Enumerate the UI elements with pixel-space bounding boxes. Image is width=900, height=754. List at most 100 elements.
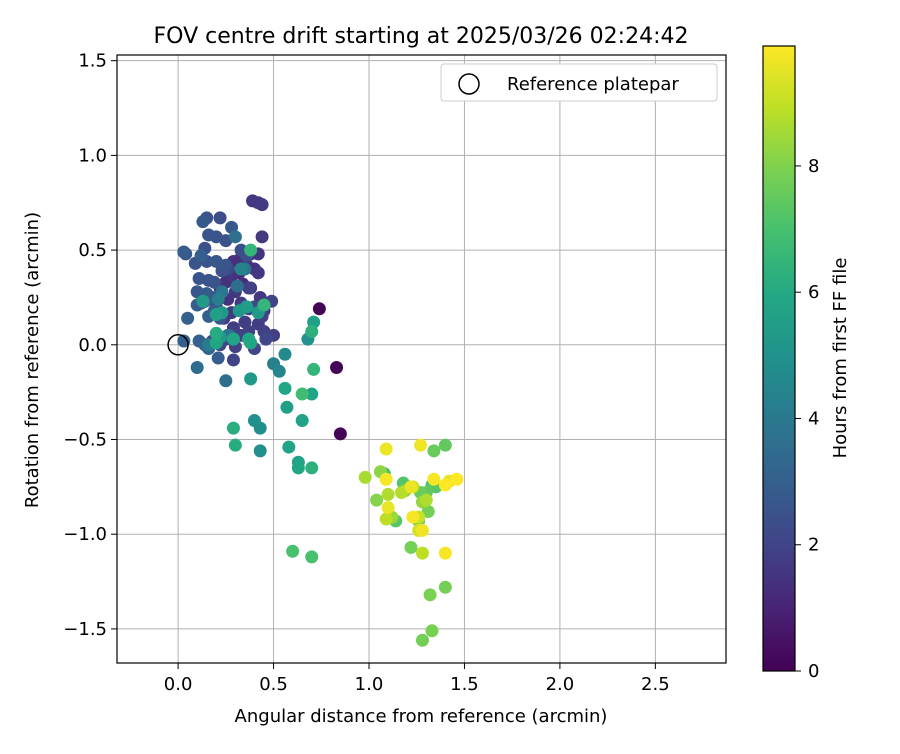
data-point [209, 336, 223, 350]
data-point [438, 478, 452, 492]
data-point [358, 470, 372, 484]
x-tick-label: 1.0 [355, 674, 384, 695]
data-point [286, 544, 300, 558]
data-point [242, 281, 256, 295]
data-point [202, 273, 216, 287]
data-point [370, 493, 384, 507]
colorbar-ticks: 0 2 4 6 8 [795, 156, 819, 682]
data-point [226, 332, 240, 346]
chart-title: FOV centre drift starting at 2025/03/26 … [154, 24, 689, 49]
data-point [406, 510, 420, 524]
data-point [305, 461, 319, 475]
data-point [242, 332, 256, 346]
data-point [423, 588, 437, 602]
data-point [415, 523, 429, 537]
data-point [414, 438, 428, 452]
data-point [251, 266, 265, 280]
data-point [234, 262, 248, 276]
data-point [295, 387, 309, 401]
data-point [425, 624, 439, 638]
colorbar-tick-label: 0 [808, 661, 819, 682]
x-tick-label: 2.5 [641, 674, 670, 695]
data-point [211, 351, 225, 365]
colorbar-tick-label: 8 [808, 156, 819, 177]
data-point [379, 472, 393, 486]
y-tick-label: −1.0 [63, 524, 107, 545]
data-point [209, 326, 223, 340]
data-point [272, 364, 286, 378]
data-point [177, 245, 191, 259]
data-point [228, 438, 242, 452]
data-point [190, 361, 204, 375]
data-point [421, 504, 435, 518]
colorbar-tick-label: 6 [808, 282, 819, 303]
data-point [404, 480, 418, 494]
data-point [312, 302, 326, 316]
data-point [196, 294, 210, 308]
x-tick-label: 0.0 [164, 674, 193, 695]
reference-point-marker [167, 334, 189, 356]
data-point [247, 414, 261, 428]
data-point [255, 230, 269, 244]
data-point [259, 332, 273, 346]
data-point [244, 372, 258, 386]
colorbar-gradient [762, 45, 796, 672]
data-point [415, 633, 429, 647]
y-tick-label: 0.5 [78, 240, 107, 261]
data-point [240, 300, 254, 314]
data-point [419, 493, 433, 507]
data-point [438, 438, 452, 452]
data-point [213, 211, 227, 225]
x-tick-label: 0.5 [259, 674, 288, 695]
legend-marker-icon [458, 73, 480, 95]
data-point [415, 546, 429, 560]
data-point [450, 472, 464, 486]
data-point [307, 362, 321, 376]
data-point [381, 501, 395, 515]
plot-frame [116, 54, 727, 664]
data-point [427, 444, 441, 458]
y-axis-label: Rotation from reference (arcmin) [22, 212, 43, 508]
data-point [381, 487, 395, 501]
data-point [211, 292, 225, 306]
x-axis-label: Angular distance from reference (arcmin) [235, 706, 608, 727]
data-point [379, 442, 393, 456]
data-point [305, 387, 319, 401]
colorbar-label: Hours from first FF file [830, 258, 851, 459]
data-point [404, 540, 418, 554]
data-point [305, 550, 319, 564]
data-point [181, 311, 195, 325]
y-axis-ticks: 1.5 1.0 0.5 0.0 −0.5 −1.0 −1.5 [63, 51, 117, 640]
data-point [226, 353, 240, 367]
data-point [438, 546, 452, 560]
data-point [196, 215, 210, 229]
legend-label: Reference platepar [507, 74, 679, 95]
data-point [219, 374, 233, 388]
reference-marker [167, 334, 189, 356]
y-tick-label: 1.0 [78, 145, 107, 166]
x-tick-label: 1.5 [450, 674, 479, 695]
x-tick-label: 2.0 [546, 674, 575, 695]
x-axis-ticks: 0.0 0.5 1.0 1.5 2.0 2.5 [164, 663, 670, 695]
y-tick-label: 1.5 [78, 51, 107, 72]
data-point [438, 580, 452, 594]
data-point [282, 440, 296, 454]
data-point [230, 279, 244, 293]
data-point [209, 230, 223, 244]
data-point [253, 444, 267, 458]
data-point [255, 198, 269, 212]
data-point [177, 334, 191, 348]
data-point [280, 400, 294, 414]
colorbar-tick-label: 2 [808, 535, 819, 556]
data-point [209, 254, 223, 268]
data-point [226, 421, 240, 435]
data-point [291, 461, 305, 475]
y-tick-label: 0.0 [78, 335, 107, 356]
data-point [333, 427, 347, 441]
data-point [427, 472, 441, 486]
data-point [194, 249, 208, 263]
grid-lines [117, 55, 726, 663]
data-point [278, 381, 292, 395]
